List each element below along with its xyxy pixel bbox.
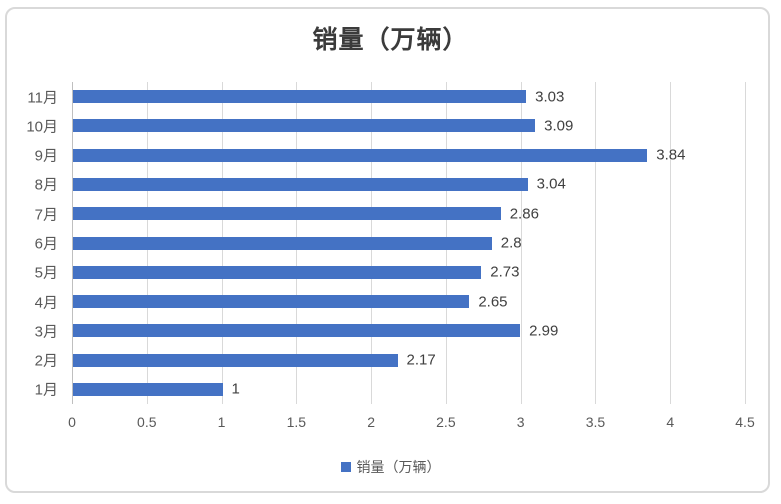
value-tick-label: 2.5 bbox=[436, 414, 456, 430]
data-label: 2.99 bbox=[529, 322, 559, 340]
bar-7月 bbox=[73, 207, 501, 221]
category-axis-labels: 1月 2月 3月 4月 5月 6月 7月 8月 9月 10月 11月 bbox=[0, 82, 58, 404]
category-label: 11月 bbox=[27, 89, 58, 107]
data-label: 2.8 bbox=[500, 234, 522, 252]
bar-9月 bbox=[73, 148, 648, 162]
category-label: 8月 bbox=[34, 176, 58, 194]
data-label: 2.86 bbox=[509, 205, 539, 223]
value-tick-label: 0 bbox=[68, 414, 76, 430]
category-label: 7月 bbox=[34, 206, 58, 224]
data-label: 3.09 bbox=[544, 117, 574, 135]
category-label: 5月 bbox=[34, 264, 58, 282]
value-tick-label: 4.5 bbox=[735, 414, 755, 430]
value-tick-label: 3.5 bbox=[585, 414, 606, 430]
value-axis-line bbox=[72, 82, 73, 404]
legend-series-marker-icon bbox=[340, 462, 351, 472]
bar-2月 bbox=[73, 353, 398, 367]
bar-5月 bbox=[73, 265, 482, 279]
legend: 销量（万辆） bbox=[0, 457, 781, 477]
category-label: 2月 bbox=[34, 352, 58, 370]
bar-4月 bbox=[73, 295, 470, 309]
gridline bbox=[520, 82, 522, 404]
gridline bbox=[595, 82, 597, 404]
data-label: 2.17 bbox=[406, 351, 436, 369]
plot-area: 1 2.17 2.99 2.65 2.73 2.8 2.86 3.04 3.84 3.09 3.03 bbox=[72, 82, 746, 404]
category-label: 6月 bbox=[34, 235, 58, 253]
value-tick-label: 0.5 bbox=[137, 414, 157, 430]
bar-1月 bbox=[73, 382, 223, 396]
value-tick-label: 2 bbox=[367, 414, 376, 430]
bar-8月 bbox=[73, 177, 528, 191]
gridline bbox=[670, 82, 672, 404]
chart-frame bbox=[5, 7, 770, 493]
value-tick-label: 3 bbox=[516, 414, 525, 430]
data-label: 3.04 bbox=[536, 175, 566, 193]
bar-6月 bbox=[73, 236, 492, 250]
value-tick-label: 1.5 bbox=[286, 414, 307, 430]
category-label: 3月 bbox=[34, 323, 58, 341]
category-label: 10月 bbox=[26, 118, 58, 136]
data-label: 2.65 bbox=[478, 293, 508, 311]
value-tick-label: 1 bbox=[217, 414, 226, 430]
data-label: 3.84 bbox=[656, 146, 686, 164]
value-tick-label: 4 bbox=[666, 414, 675, 430]
category-label: 1月 bbox=[34, 381, 58, 399]
data-label: 2.73 bbox=[490, 263, 520, 281]
bar-10月 bbox=[73, 119, 536, 133]
category-label: 4月 bbox=[34, 294, 58, 312]
value-axis-labels: 0 0.5 1 1.5 2 2.5 3 3.5 4 4.5 bbox=[68, 414, 755, 434]
data-label: 3.03 bbox=[535, 88, 565, 106]
chart-title: 销量（万辆） bbox=[312, 27, 469, 54]
data-label: 1 bbox=[231, 380, 240, 398]
legend-series-label: 销量（万辆） bbox=[356, 459, 441, 475]
category-label: 9月 bbox=[34, 147, 58, 165]
bar-3月 bbox=[73, 324, 521, 338]
gridline bbox=[745, 82, 746, 404]
bar-11月 bbox=[73, 90, 527, 104]
